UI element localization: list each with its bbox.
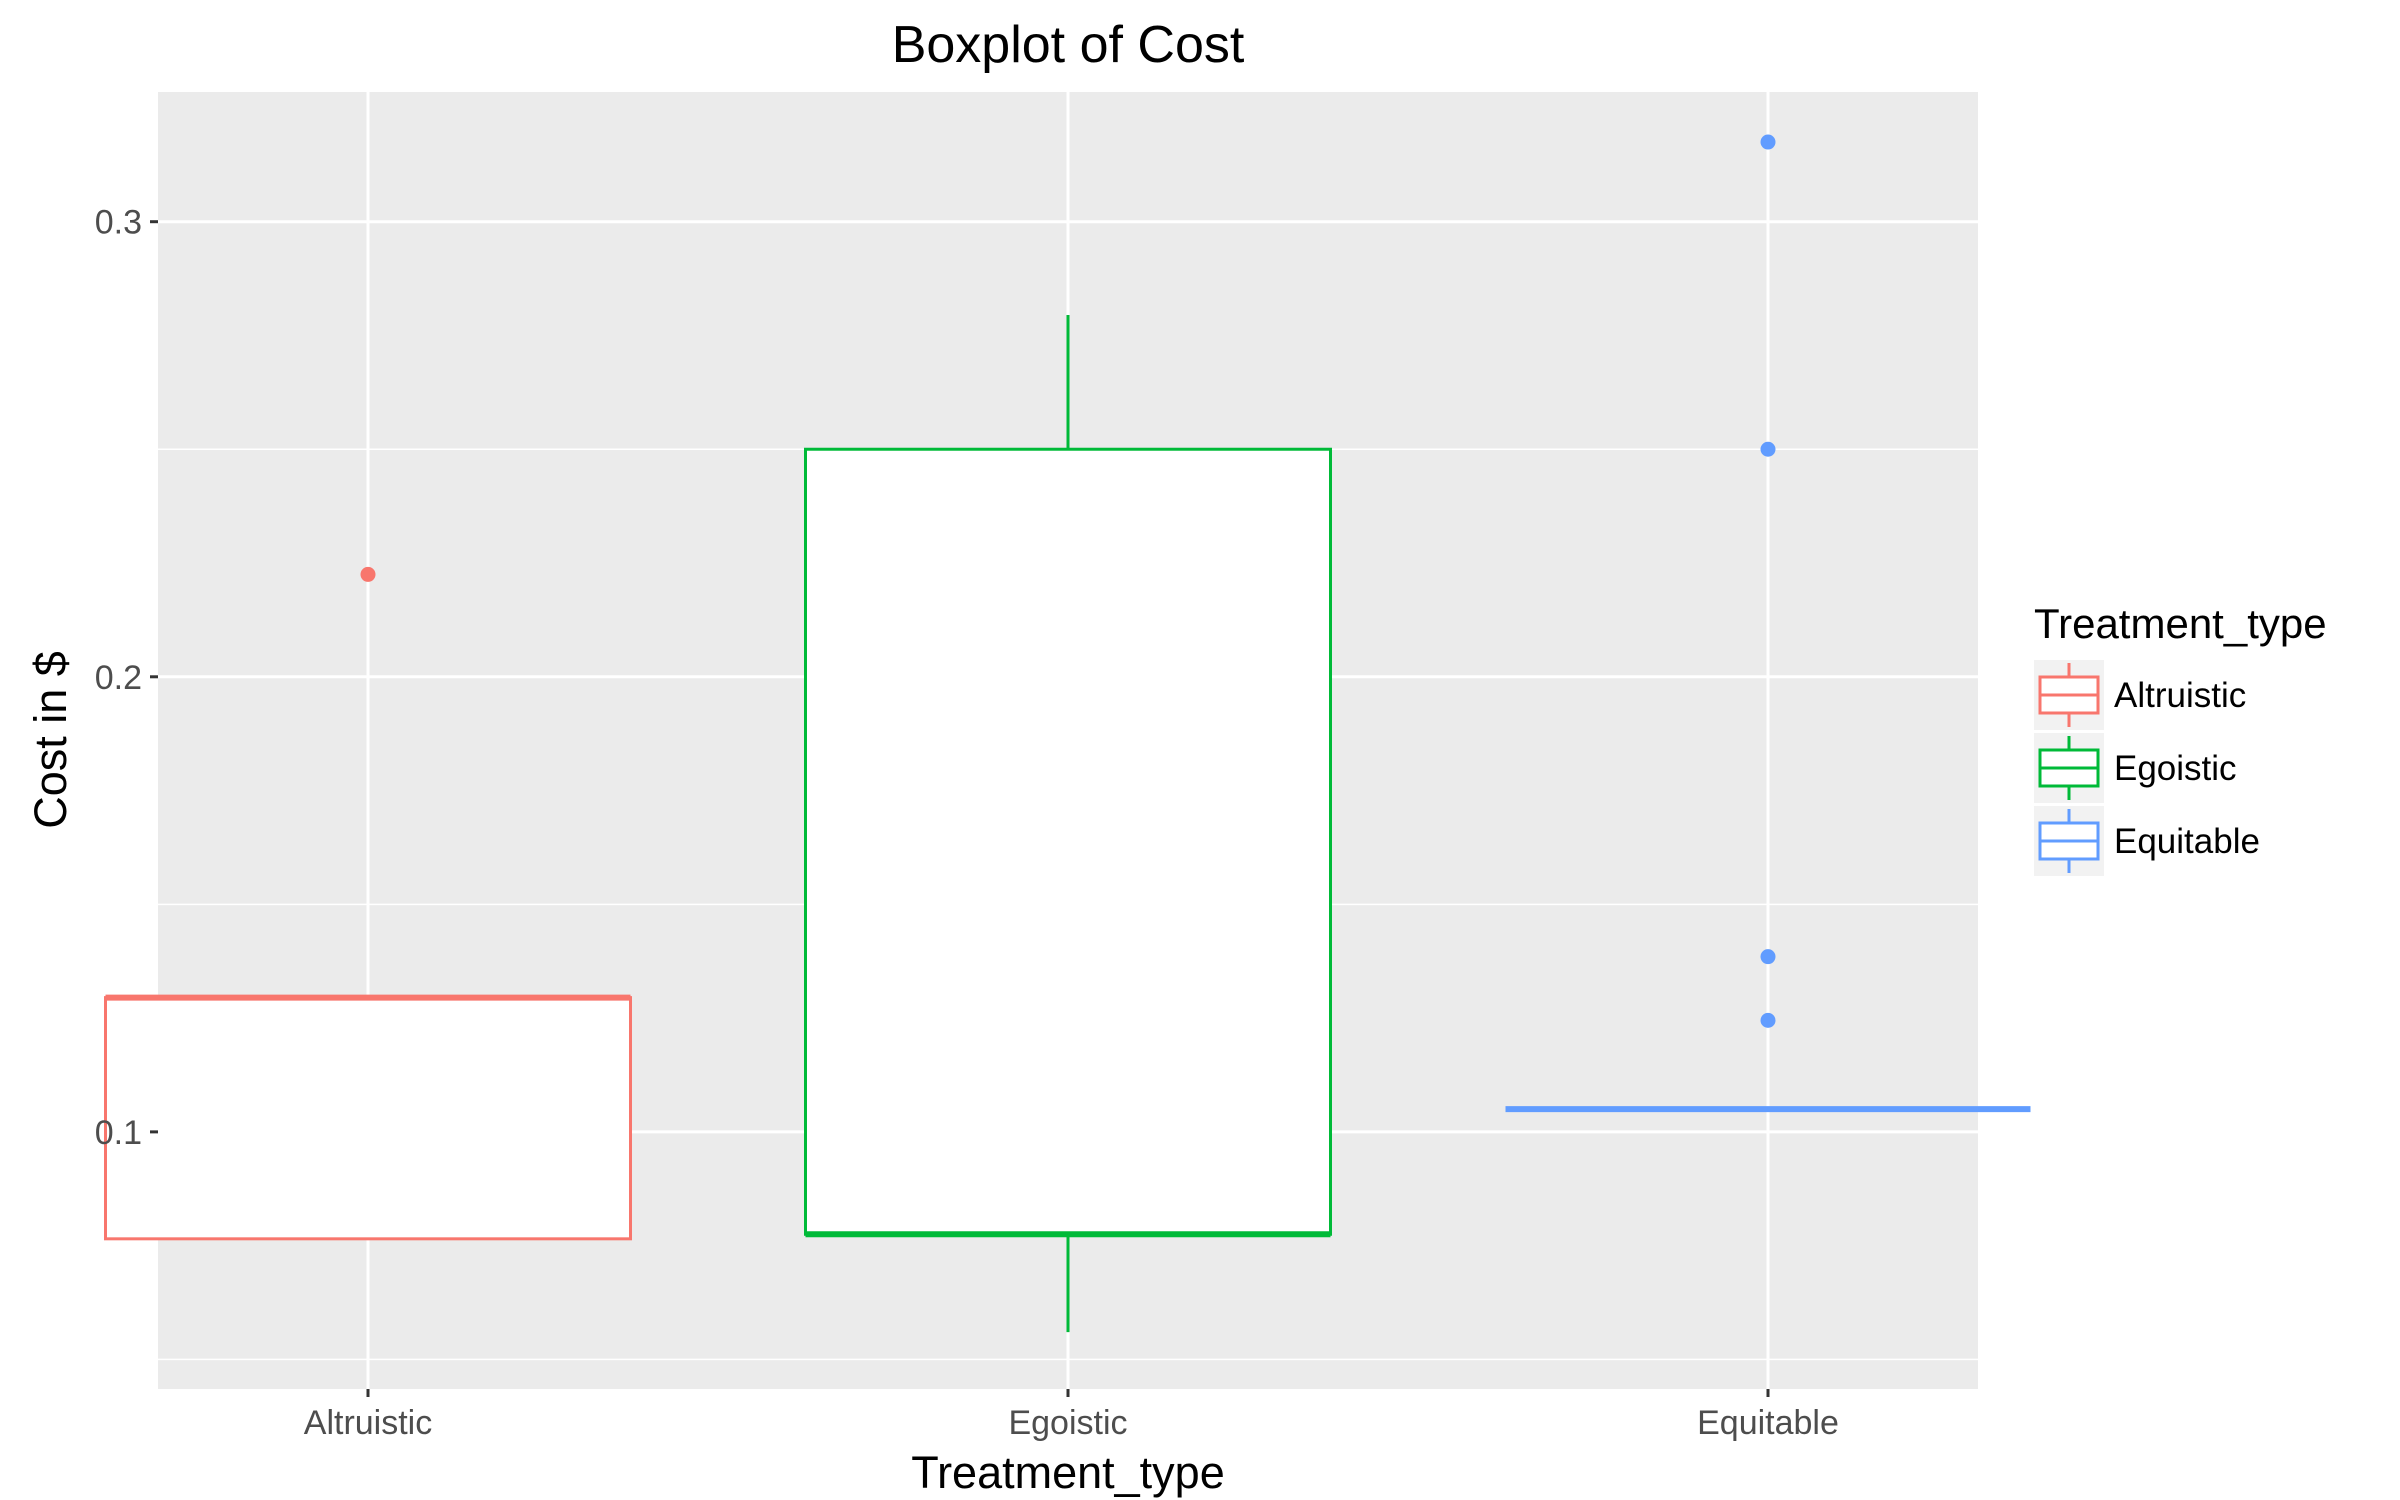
y-tick-label: 0.3 [95,204,142,242]
legend-label: Altruistic [2114,676,2246,715]
legend-label: Equitable [2114,822,2260,861]
x-tick-label: Altruistic [304,1404,432,1442]
legend-key-egoistic: Egoistic [2034,733,2237,803]
legend: Treatment_type Altruistic Egoistic Equitab… [2034,600,2327,876]
outlier-point [1760,441,1776,457]
y-tick-label: 0.2 [95,659,142,697]
x-tick-label: Equitable [1697,1404,1839,1442]
outlier-point [1760,949,1776,965]
axes: 0.1 0.2 0.3 Altruistic Egoistic Equitable [95,204,1839,1442]
y-tick-label: 0.1 [95,1114,142,1152]
outlier-point [1760,134,1776,150]
outlier-point [360,566,376,582]
box-equitable [1505,134,2031,1113]
box-body [104,996,632,1241]
legend-title: Treatment_type [2034,600,2327,647]
legend-key-altruistic: Altruistic [2034,660,2246,730]
box-egoistic [804,314,1332,1333]
outlier-point [1760,1012,1776,1028]
legend-key-equitable: Equitable [2034,806,2260,876]
y-axis-title: Cost in $ [25,651,76,829]
legend-keys: Altruistic Egoistic Equitable [2034,660,2260,876]
boxes [104,134,2031,1333]
x-axis-title: Treatment_type [911,1447,1224,1498]
x-tick-label: Egoistic [1008,1404,1127,1442]
box-altruistic [104,566,632,1241]
box-body [804,447,1332,1236]
chart-title: Boxplot of Cost [892,16,1245,74]
legend-label: Egoistic [2114,749,2237,788]
